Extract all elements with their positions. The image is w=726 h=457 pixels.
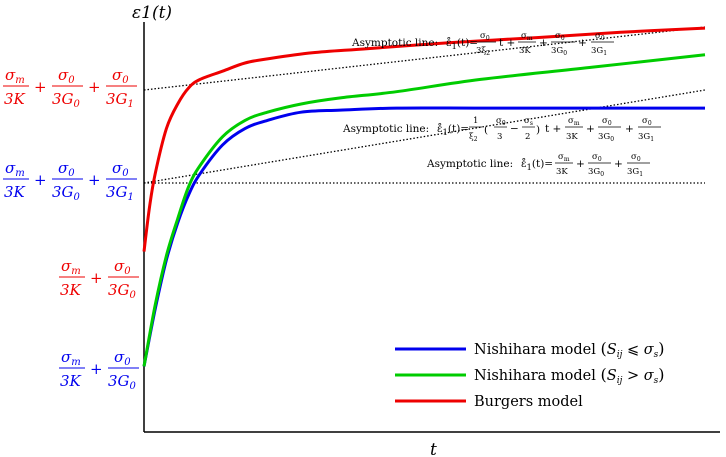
svg-text:+: + [539, 37, 548, 49]
series-line-nishihara-below [142, 106, 705, 367]
svg-text:3K: 3K [60, 281, 82, 299]
svg-text:3G0: 3G0 [108, 372, 137, 392]
svg-text:σ0: σ0 [595, 31, 605, 42]
svg-text:3G1: 3G1 [638, 132, 654, 143]
asymptote-nishihara-above [143, 89, 706, 184]
svg-text:−: − [510, 123, 519, 135]
svg-text:(: ( [484, 124, 488, 136]
svg-text:Asymptotic line:: Asymptotic line: [351, 37, 438, 49]
y-annotation-burgers-asymptote: σm 3K + σ0 3G0 + σ0 3G1 [3, 66, 137, 110]
svg-text:+: + [88, 171, 101, 189]
svg-text:+: + [90, 360, 103, 378]
svg-text:+: + [88, 78, 101, 96]
series-line-burgers [142, 26, 706, 252]
x-axis-label: t [430, 440, 437, 457]
svg-text:σm: σm [61, 257, 81, 277]
svg-text:2: 2 [525, 132, 530, 142]
svg-text:σ0: σ0 [592, 152, 602, 163]
svg-text:σm: σm [61, 348, 81, 368]
svg-text:+: + [34, 78, 47, 96]
svg-text:+: + [576, 158, 585, 170]
svg-text:3: 3 [497, 132, 502, 142]
svg-text:ε̊1(t)=: ε̊1(t)= [446, 36, 478, 52]
svg-text:3ξ2: 3ξ2 [476, 46, 490, 57]
svg-text:3G0: 3G0 [52, 183, 81, 203]
svg-text:σm: σm [568, 116, 580, 127]
svg-text:1: 1 [473, 116, 478, 126]
y-annotation-burgers-initial: σm 3K + σ0 3G0 [59, 257, 139, 301]
svg-text:3K: 3K [566, 132, 578, 142]
y-annotation-nishihara-asymptote: σm 3K + σ0 3G0 + σ0 3G1 [3, 159, 137, 203]
svg-text:3G0: 3G0 [588, 167, 604, 178]
svg-text:ξ2: ξ2 [469, 132, 478, 143]
svg-text:σ0: σ0 [602, 116, 612, 127]
svg-text:σ0: σ0 [114, 257, 131, 277]
svg-text:3G1: 3G1 [106, 90, 134, 110]
svg-text:σ0: σ0 [480, 31, 490, 42]
svg-text:3G0: 3G0 [551, 46, 567, 57]
svg-text:σ0: σ0 [58, 159, 75, 179]
svg-text:3G0: 3G0 [598, 132, 614, 143]
svg-text:t +: t + [499, 37, 515, 49]
svg-text:σ0: σ0 [58, 66, 75, 86]
y-annotation-nishihara-initial: σm 3K + σ0 3G0 [59, 348, 139, 392]
svg-text:Asymptotic line:: Asymptotic line: [426, 158, 513, 170]
svg-text:3G0: 3G0 [52, 90, 81, 110]
svg-text:σ0: σ0 [112, 66, 129, 86]
svg-text:σm: σm [5, 159, 25, 179]
svg-text:Asymptotic line:: Asymptotic line: [342, 123, 429, 135]
y-axis-label: ε1(t) [132, 3, 172, 23]
asymptote-formula-burgers: Asymptotic line: ε̊1(t)= σ0 3ξ2 t + σm 3… [351, 31, 614, 57]
svg-text:3G1: 3G1 [627, 167, 643, 178]
svg-text:σ0: σ0 [631, 152, 641, 163]
asymptote-formula-nishihara-above: Asymptotic line: ε̊1(t)= 1 ξ2 ( σ0 3 − σ… [342, 116, 661, 143]
asymptote-formula-nishihara-below: Asymptotic line: ε̊1(t)= σm 3K + σ0 3G0 … [426, 152, 650, 178]
svg-text:): ) [536, 124, 540, 136]
legend-label-nishihara-below: Nishihara model (Sij ⩽ σs) [474, 339, 665, 360]
legend-label-nishihara-above: Nishihara model (Sij > σs) [474, 365, 665, 386]
svg-text:σ0: σ0 [496, 116, 506, 127]
svg-text:σ0: σ0 [555, 31, 565, 42]
svg-text:+: + [578, 37, 587, 49]
svg-text:σm: σm [558, 152, 570, 163]
legend-label-burgers: Burgers model [474, 394, 583, 410]
svg-text:3K: 3K [60, 372, 82, 390]
svg-text:+: + [586, 123, 595, 135]
svg-text:t +: t + [545, 123, 561, 135]
svg-text:3K: 3K [4, 90, 26, 108]
svg-text:+: + [614, 158, 623, 170]
asymptote-burgers [143, 26, 706, 91]
svg-text:σs: σs [524, 116, 533, 127]
svg-text:+: + [90, 269, 103, 287]
svg-text:3K: 3K [519, 46, 531, 56]
svg-text:3G1: 3G1 [591, 46, 607, 57]
svg-text:ε̊1(t)=: ε̊1(t)= [437, 122, 469, 138]
svg-text:3K: 3K [4, 183, 26, 201]
svg-text:σm: σm [521, 31, 533, 42]
svg-text:σ0: σ0 [114, 348, 131, 368]
svg-text:+: + [625, 123, 634, 135]
svg-text:3K: 3K [556, 167, 568, 177]
svg-text:ε̊1(t)=: ε̊1(t)= [521, 157, 553, 173]
svg-text:+: + [34, 171, 47, 189]
svg-text:σ0: σ0 [112, 159, 129, 179]
svg-text:3G0: 3G0 [108, 281, 137, 301]
series-line-nishihara-above [142, 53, 706, 367]
legend: Nishihara model (Sij ⩽ σs) Nishihara mod… [395, 339, 665, 410]
svg-text:σm: σm [5, 66, 25, 86]
svg-text:3G1: 3G1 [106, 183, 134, 203]
svg-text:σ0: σ0 [642, 116, 652, 127]
